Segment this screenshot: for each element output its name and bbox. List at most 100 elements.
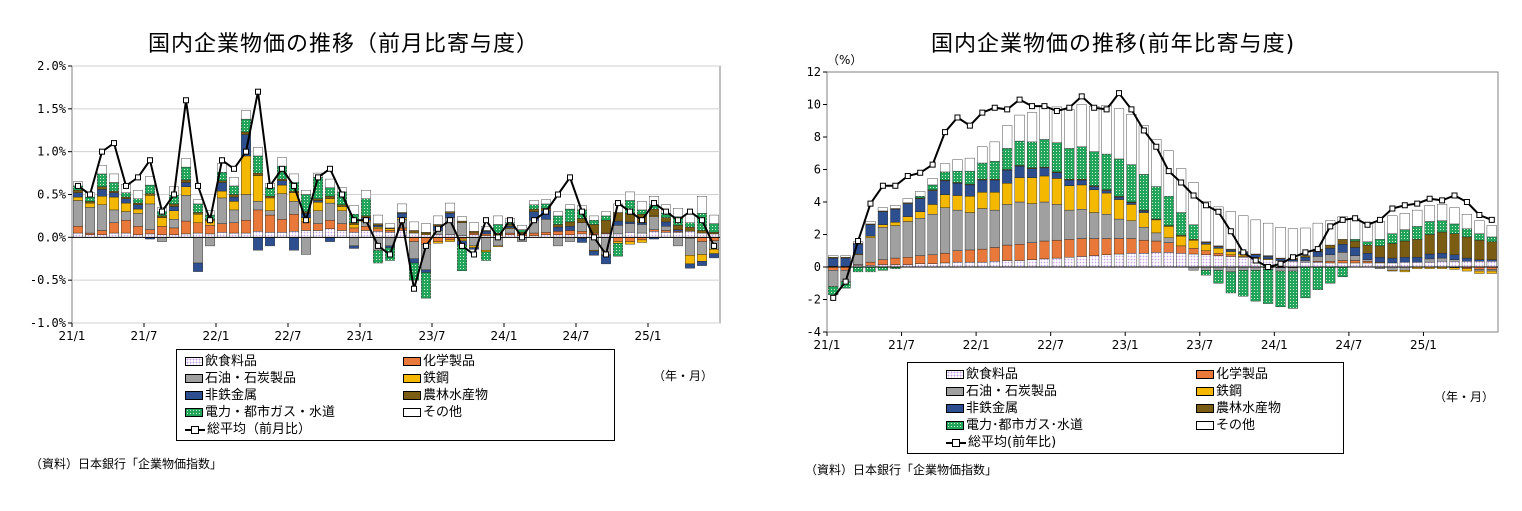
bar-other <box>1051 106 1062 143</box>
bar-elec <box>325 187 335 197</box>
bar-elec <box>1399 229 1410 242</box>
bar-chem <box>577 231 587 235</box>
total-point <box>1041 103 1048 110</box>
bar-agri <box>229 194 239 198</box>
bar-food <box>1412 261 1423 268</box>
legend-swatch-other <box>403 408 421 417</box>
total-point <box>135 174 141 181</box>
bar-nonferrous <box>349 245 359 249</box>
bar-steel <box>685 255 695 265</box>
bar-chem <box>469 232 479 235</box>
bar-petro <box>457 222 467 236</box>
total-point <box>1488 216 1495 223</box>
bar-food <box>277 231 287 238</box>
bar-other <box>241 110 251 120</box>
bar-chem <box>85 232 95 235</box>
bar-steel <box>1014 177 1025 203</box>
bar-nonferrous <box>1325 248 1336 256</box>
bar-food <box>1337 262 1348 268</box>
legend-swatch-total <box>946 438 966 448</box>
bar-agri <box>1474 239 1485 260</box>
bar-petro <box>685 237 695 256</box>
bar-food <box>649 231 659 238</box>
bar-chem <box>625 237 635 242</box>
bar-steel <box>1039 175 1050 203</box>
bar-nonferrous <box>1312 251 1323 257</box>
bar-chem <box>481 233 491 236</box>
bar-elec <box>1051 142 1062 173</box>
bar-petro <box>1486 269 1497 272</box>
bar-nonferrous <box>890 209 901 223</box>
right-source-note: （資料）日本銀行「企業物価指数」 <box>805 463 998 477</box>
bar-agri <box>409 230 419 233</box>
total-point <box>267 182 273 189</box>
bar-petro <box>964 212 975 251</box>
bar-other <box>181 158 191 168</box>
bar-elec <box>709 223 719 233</box>
bar-steel <box>1399 270 1410 273</box>
bar-petro <box>1051 204 1062 241</box>
bar-other <box>1387 215 1398 234</box>
bar-nonferrous <box>1039 167 1050 177</box>
right-legend: 飲食料品 化学製品 石油・石炭製品 鉄鋼 非鉄金属 農林水産物 電力･都市ガス･… <box>907 362 1344 454</box>
bar-food <box>193 232 203 238</box>
total-point <box>459 242 465 249</box>
bar-petro <box>877 226 888 260</box>
bar-elec <box>637 209 647 215</box>
legend-item-chem: 化学製品 <box>1196 367 1268 382</box>
bar-chem <box>169 227 179 235</box>
total-point <box>399 217 405 224</box>
legend-label-nonferrous: 非鉄金属 <box>966 401 1019 416</box>
bar-other <box>1213 206 1224 247</box>
bar-petro <box>1089 212 1100 239</box>
bar-elec <box>481 251 491 261</box>
total-point <box>879 182 886 189</box>
legend-label-nonferrous: 非鉄金属 <box>205 388 258 403</box>
bar-nonferrous <box>169 206 179 211</box>
bar-chem <box>865 261 876 266</box>
bar-steel <box>915 211 926 219</box>
bar-food <box>205 233 215 238</box>
bar-steel <box>1089 189 1100 213</box>
bar-food <box>697 232 707 238</box>
x-tick-label: 25/1 <box>1410 338 1437 352</box>
bar-steel <box>1387 270 1398 272</box>
bar-food <box>289 231 299 238</box>
bar-chem <box>1200 250 1212 256</box>
bar-chem <box>1039 240 1050 260</box>
bar-petro <box>1138 226 1149 241</box>
bar-chem <box>337 223 347 231</box>
bar-other <box>865 221 876 225</box>
bar-food <box>349 231 359 238</box>
bar-food <box>1238 257 1249 268</box>
bar-agri <box>85 201 95 204</box>
bar-other <box>529 200 539 205</box>
bar-petro <box>1325 254 1336 262</box>
bar-nonferrous <box>1350 247 1361 256</box>
bar-nonferrous <box>1362 252 1373 260</box>
bar-steel <box>253 175 263 202</box>
bar-nonferrous <box>1026 168 1038 178</box>
bar-petro <box>409 241 419 259</box>
bar-petro <box>265 210 275 216</box>
total-point <box>483 217 489 224</box>
bar-food <box>989 261 1000 268</box>
bar-other <box>457 216 467 222</box>
bar-food <box>1200 254 1212 268</box>
x-tick-label: 22/1 <box>203 329 230 343</box>
bar-nonferrous <box>673 229 683 232</box>
bar-petro <box>1275 267 1286 272</box>
bar-nonferrous <box>1337 244 1348 253</box>
bar-other <box>1399 213 1410 230</box>
bar-chem <box>229 222 239 234</box>
bar-food <box>1188 253 1199 268</box>
bar-other <box>601 211 611 217</box>
bar-other <box>1250 219 1261 255</box>
bar-food <box>301 230 311 238</box>
bar-chem <box>1089 238 1100 256</box>
bar-nonferrous <box>373 225 383 228</box>
bar-agri <box>445 211 455 214</box>
bar-chem <box>109 222 119 234</box>
bar-other <box>1014 114 1025 142</box>
bar-steel <box>1026 177 1038 204</box>
